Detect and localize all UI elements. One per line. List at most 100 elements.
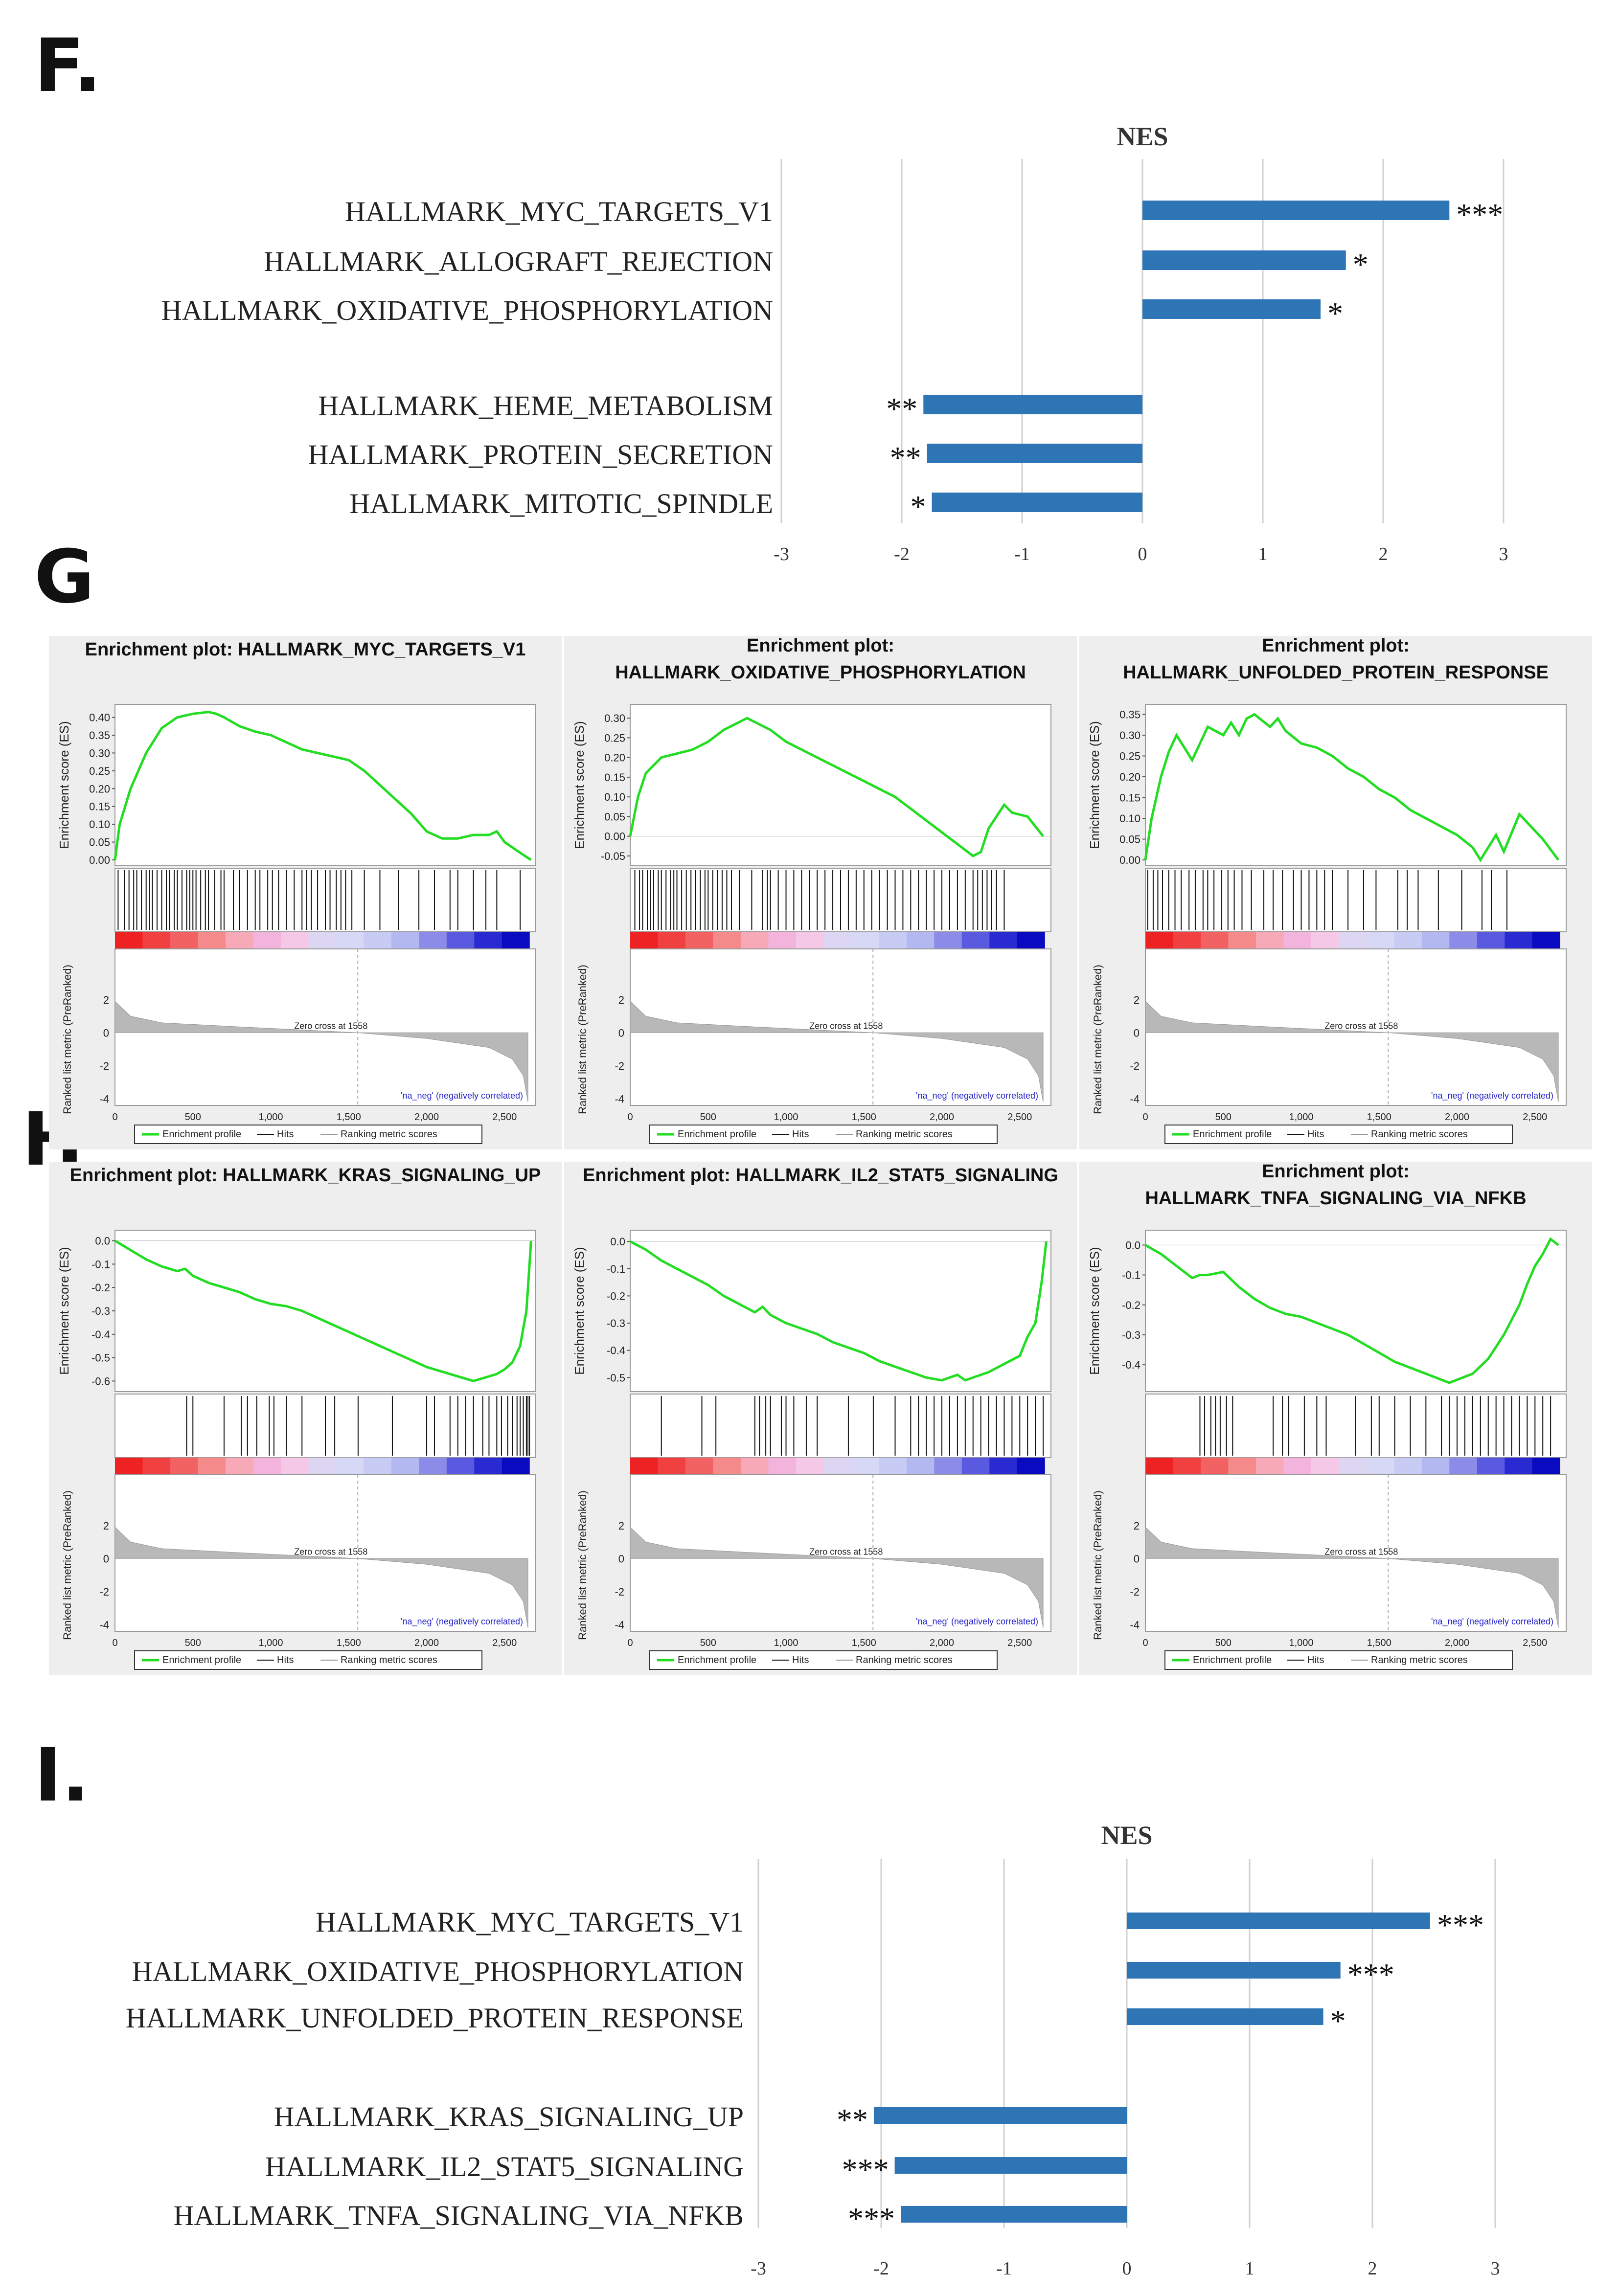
- ranking-color-bar-segment: [823, 932, 852, 949]
- ranking-color-bar-segment: [1228, 932, 1256, 949]
- negative-label: 'na_neg' (negatively correlated): [916, 1091, 1038, 1101]
- x-tick-label: 0: [112, 1638, 117, 1648]
- hits-panel: [630, 1394, 1051, 1458]
- hits-panel: [1145, 868, 1567, 932]
- ranking-color-bar-segment: [851, 932, 879, 949]
- panel-label-g: G: [34, 535, 95, 620]
- significance-label: ***: [1347, 1957, 1394, 1992]
- category-label: HALLMARK_MYC_TARGETS_V1: [316, 1906, 744, 1938]
- nes-bar: [1127, 1913, 1430, 1929]
- category-label: HALLMARK_OXIDATIVE_PHOSPHORYLATION: [161, 294, 773, 326]
- ranking-color-bar-segment: [1449, 1458, 1478, 1475]
- es-panel: [114, 704, 536, 866]
- gsea-plot-kras-signaling-up: Enrichment plot: HALLMARK_KRAS_SIGNALING…: [49, 1162, 562, 1675]
- es-axis-label: Enrichment score (ES): [1087, 1247, 1102, 1375]
- x-tick-label: 2: [1379, 544, 1388, 564]
- zero-cross-label: Zero cross at 1558: [809, 1547, 883, 1556]
- ranking-metric-area: [1145, 1526, 1559, 1628]
- legend-entry: Ranking metric scores: [856, 1655, 953, 1666]
- es-tick-label: 0.0: [95, 1235, 110, 1247]
- x-tick-label: 2,500: [492, 1112, 517, 1123]
- ranking-color-bar-segment: [474, 932, 502, 949]
- x-tick-label: 1,000: [1289, 1112, 1313, 1123]
- x-tick-label: 500: [700, 1638, 716, 1648]
- metric-tick-label: 2: [1134, 994, 1140, 1006]
- gsea-plot-unfolded-protein-response: Enrichment plot: HALLMARK_UNFOLDED_PROTEI…: [1079, 636, 1592, 1149]
- x-tick-label: 0: [1122, 2258, 1132, 2279]
- ranking-color-bar-segment: [1200, 1458, 1229, 1475]
- metric-axis-label: Ranked list metric (PreRanked): [576, 1490, 589, 1640]
- nes-bar: [1127, 1962, 1341, 1979]
- zero-cross-label: Zero cross at 1558: [294, 1547, 367, 1556]
- x-tick-label: 500: [185, 1112, 201, 1123]
- ranking-color-bar-segment: [713, 1458, 741, 1475]
- legend-box: [1164, 1125, 1513, 1144]
- ranking-metric-area: [114, 1000, 528, 1103]
- legend-entry: Enrichment profile: [1193, 1655, 1272, 1666]
- es-tick-label: 0.40: [89, 712, 110, 724]
- es-tick-label: -0.4: [607, 1345, 625, 1357]
- ranking-color-bar-segment: [1477, 1458, 1505, 1475]
- metric-tick-label: -4: [99, 1093, 109, 1105]
- es-tick-label: 0.35: [89, 729, 110, 742]
- legend-entry: Enrichment profile: [678, 1129, 756, 1140]
- ranking-color-bar-segment: [906, 1458, 935, 1475]
- metric-tick-label: 2: [618, 994, 624, 1006]
- es-tick-label: -0.1: [607, 1263, 625, 1275]
- x-tick-label: 1: [1258, 544, 1268, 564]
- metric-tick-label: -4: [615, 1093, 624, 1105]
- x-tick-label: 0: [1142, 1112, 1148, 1123]
- ranking-color-bar-segment: [630, 1458, 658, 1475]
- chart-title: NES: [1101, 1821, 1152, 1850]
- category-label: HALLMARK_MYC_TARGETS_V1: [345, 196, 773, 227]
- zero-cross-label: Zero cross at 1558: [1324, 1547, 1398, 1556]
- ranking-color-bar-segment: [1283, 932, 1312, 949]
- chart-title: NES: [1117, 122, 1168, 151]
- ranking-color-bar-segment: [1145, 1458, 1173, 1475]
- x-tick-label: 0: [1142, 1638, 1148, 1648]
- ranking-color-bar-segment: [658, 1458, 686, 1475]
- significance-label: **: [890, 440, 921, 475]
- zero-cross-label: Zero cross at 1558: [294, 1021, 367, 1031]
- legend-entry: Enrichment profile: [162, 1129, 241, 1140]
- metric-tick-label: -2: [1130, 1060, 1140, 1072]
- x-tick-label: 500: [1215, 1112, 1231, 1123]
- gsea-plot-myc-targets: Enrichment plot: HALLMARK_MYC_TARGETS_V1…: [49, 636, 562, 1149]
- gsea-title: Enrichment plot: HALLMARK_IL2_STAT5_SIGN…: [583, 1165, 1058, 1186]
- ranking-color-bar-segment: [391, 1458, 419, 1475]
- es-tick-label: 0.35: [1119, 709, 1140, 721]
- significance-label: ***: [1456, 197, 1503, 232]
- x-tick-label: 2,500: [1007, 1112, 1032, 1123]
- ranking-color-bar-segment: [308, 1458, 337, 1475]
- x-tick-label: 1,500: [337, 1112, 361, 1123]
- ranking-color-bar-segment: [1421, 932, 1450, 949]
- es-tick-label: 0.25: [604, 732, 625, 744]
- es-tick-label: -0.6: [91, 1375, 110, 1387]
- x-tick-label: 2,000: [414, 1638, 439, 1648]
- significance-label: ***: [848, 2201, 895, 2236]
- significance-label: **: [886, 391, 917, 426]
- es-tick-label: 0.05: [604, 810, 625, 823]
- ranking-color-bar-segment: [253, 1458, 281, 1475]
- ranking-color-bar-segment: [280, 1458, 309, 1475]
- es-tick-label: 0.30: [89, 747, 110, 759]
- x-tick-label: 2,000: [930, 1638, 954, 1648]
- nes-bar: [923, 395, 1142, 414]
- ranking-color-bar-segment: [419, 1458, 447, 1475]
- ranking-color-bar-segment: [658, 932, 686, 949]
- es-tick-label: -0.3: [1122, 1329, 1140, 1341]
- nes-bar: [1142, 250, 1346, 270]
- ranking-color-bar-segment: [115, 932, 143, 949]
- ranking-color-bar-segment: [225, 1458, 253, 1475]
- x-tick-label: -3: [751, 2258, 766, 2279]
- legend-entry: Hits: [792, 1655, 809, 1666]
- gsea-title: Enrichment plot: HALLMARK_MYC_TARGETS_V1: [85, 639, 526, 660]
- ranking-color-bar-segment: [934, 932, 962, 949]
- metric-tick-label: -2: [99, 1060, 109, 1072]
- negative-label: 'na_neg' (negatively correlated): [916, 1617, 1038, 1627]
- metric-tick-label: 2: [1134, 1520, 1140, 1532]
- es-tick-label: 0.10: [1119, 812, 1140, 825]
- ranking-color-bar-segment: [1283, 1458, 1312, 1475]
- ranking-color-bar-segment: [768, 932, 797, 949]
